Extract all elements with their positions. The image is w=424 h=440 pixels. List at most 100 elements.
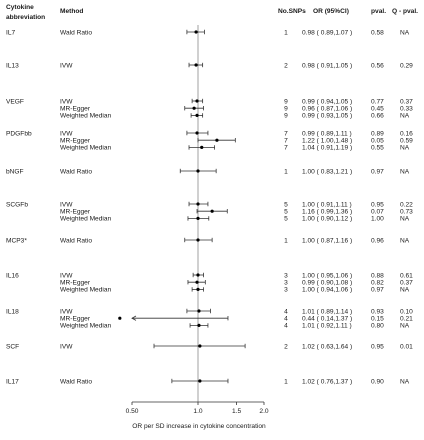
point-estimate: [197, 309, 201, 313]
pval-value: 0.95: [371, 201, 384, 208]
or-ci-value: 1.02 ( 0.63,1.64 ): [302, 343, 352, 350]
q-pval-value: 0.16: [400, 130, 413, 137]
cytokine-label: SCGFb: [6, 201, 28, 208]
point-estimate: [195, 99, 199, 103]
pval-value: 0.05: [371, 138, 384, 145]
method-label: Wald Ratio: [60, 168, 92, 175]
method-label: Wald Ratio: [60, 378, 92, 385]
or-ci-value: 1.22 ( 1.00,1.48 ): [302, 138, 352, 145]
or-ci-value: 0.44 ( 0.14,1.37 ): [302, 316, 352, 323]
cytokine-label: IL17: [6, 378, 19, 385]
q-pval-value: 0.29: [400, 62, 413, 69]
method-label: MR-Egger: [60, 138, 91, 145]
nsnps-value: 3: [284, 280, 288, 287]
x-axis-title: OR per SD increase in cytokine concentra…: [132, 423, 266, 430]
q-pval-value: 0.22: [400, 201, 413, 208]
q-pval-value: 0.61: [400, 272, 413, 279]
pval-value: 1.00: [371, 216, 384, 223]
nsnps-value: 9: [284, 113, 288, 120]
nsnps-value: 1: [284, 29, 288, 36]
nsnps-value: 3: [284, 287, 288, 294]
nsnps-value: 7: [284, 138, 288, 145]
point-estimate: [196, 169, 200, 173]
pval-value: 0.82: [371, 280, 384, 287]
point-estimate: [196, 202, 200, 206]
method-label: Weighted Median: [60, 113, 112, 120]
point-estimate: [195, 280, 199, 284]
or-ci-value: 0.99 ( 0.90,1.08 ): [302, 280, 352, 287]
or-ci-value: 0.99 ( 0.89,1.11 ): [302, 130, 352, 137]
method-label: MR-Egger: [60, 280, 91, 287]
pval-value: 0.45: [371, 106, 384, 113]
q-pval-value: NA: [400, 113, 410, 120]
pval-value: 0.89: [371, 130, 384, 137]
pval-value: 0.15: [371, 316, 384, 323]
header-cytokine-line2: abbreviation: [6, 14, 45, 21]
nsnps-value: 7: [284, 145, 288, 152]
or-ci-value: 1.01 ( 0.89,1.14 ): [302, 308, 352, 315]
method-label: Weighted Median: [60, 216, 112, 223]
point-estimate: [194, 30, 198, 34]
pval-value: 0.56: [371, 62, 384, 69]
point-estimate: [196, 216, 200, 220]
cytokine-label: SCF: [6, 343, 19, 350]
q-pval-value: NA: [400, 168, 410, 175]
method-label: Weighted Median: [60, 145, 112, 152]
header-cytokine-line1: Cytokine: [6, 4, 34, 11]
q-pval-value: 0.10: [400, 308, 413, 315]
or-ci-value: 1.00 ( 0.90,1.12 ): [302, 216, 352, 223]
cytokine-label: IL7: [6, 29, 15, 36]
point-estimate: [200, 145, 204, 149]
point-estimate: [210, 209, 214, 213]
or-ci-value: 1.02 ( 0.76,1.37 ): [302, 378, 352, 385]
cytokine-label: bNGF: [6, 168, 24, 175]
point-estimate: [215, 138, 219, 142]
x-tick-label: 0.50: [126, 408, 139, 415]
point-estimate: [196, 238, 200, 242]
cytokine-label: IL13: [6, 62, 19, 69]
method-label: IVW: [60, 308, 73, 315]
pval-value: 0.07: [371, 209, 384, 216]
method-label: MR-Egger: [60, 209, 91, 216]
cytokine-label: VEGF: [6, 98, 24, 105]
method-label: IVW: [60, 98, 73, 105]
q-pval-value: 0.59: [400, 138, 413, 145]
nsnps-value: 4: [284, 316, 288, 323]
q-pval-value: NA: [400, 216, 410, 223]
or-ci-value: 0.99 ( 0.94,1.05 ): [302, 98, 352, 105]
pval-value: 0.90: [371, 378, 384, 385]
method-label: IVW: [60, 201, 73, 208]
or-ci-value: 1.04 ( 0.91,1.19 ): [302, 145, 352, 152]
nsnps-value: 1: [284, 168, 288, 175]
nsnps-value: 9: [284, 106, 288, 113]
nsnps-value: 2: [284, 62, 288, 69]
pval-value: 0.97: [371, 287, 384, 294]
point-estimate: [196, 273, 200, 277]
nsnps-value: 9: [284, 98, 288, 105]
or-ci-value: 1.00 ( 0.91,1.11 ): [302, 201, 352, 208]
q-pval-value: 0.73: [400, 209, 413, 216]
q-pval-value: 0.01: [400, 343, 413, 350]
nsnps-value: 2: [284, 343, 288, 350]
or-ci-value: 0.98 ( 0.91,1.05 ): [302, 62, 352, 69]
point-estimate: [198, 379, 202, 383]
point-estimate: [198, 344, 202, 348]
method-label: IVW: [60, 62, 73, 69]
q-pval-value: NA: [400, 29, 410, 36]
nsnps-value: 4: [284, 308, 288, 315]
pval-value: 0.55: [371, 145, 384, 152]
q-pval-value: NA: [400, 287, 410, 294]
method-label: IVW: [60, 272, 73, 279]
pval-value: 0.96: [371, 237, 384, 244]
nsnps-value: 4: [284, 323, 288, 330]
method-label: MR-Egger: [60, 106, 91, 113]
q-pval-value: 0.21: [400, 316, 413, 323]
cytokine-label: MCP3*: [6, 237, 27, 244]
pval-value: 0.77: [371, 98, 384, 105]
x-tick-label: 1.5: [232, 408, 241, 415]
pval-value: 0.80: [371, 323, 384, 330]
pval-value: 0.58: [371, 29, 384, 36]
nsnps-value: 1: [284, 237, 288, 244]
or-ci-value: 0.99 ( 0.93,1.05 ): [302, 113, 352, 120]
